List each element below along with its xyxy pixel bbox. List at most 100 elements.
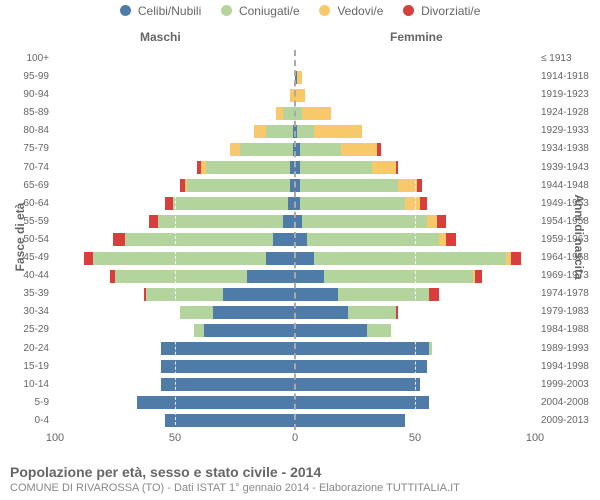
bar-segment-single <box>213 306 295 319</box>
age-row: 85-891924-1928 <box>55 104 535 122</box>
age-row: 0-42009-2013 <box>55 412 535 430</box>
bar-segment-single <box>295 215 302 228</box>
age-label: 55-59 <box>4 213 49 231</box>
bar-segment-single <box>295 360 427 373</box>
bar-segment-divorced <box>377 143 382 156</box>
male-bar <box>113 233 295 246</box>
bar-segment-married <box>206 161 290 174</box>
bar-segment-widowed <box>230 143 240 156</box>
age-row: 55-591954-1958 <box>55 213 535 231</box>
bar-segment-single <box>295 306 348 319</box>
bar-segment-single <box>161 342 295 355</box>
male-bar <box>194 324 295 337</box>
x-tick-label: 100 <box>526 432 544 444</box>
male-bar <box>144 288 295 301</box>
bar-segment-married <box>146 288 223 301</box>
bar-segment-single <box>295 233 307 246</box>
bar-segment-single <box>295 288 338 301</box>
age-row: 65-691944-1948 <box>55 177 535 195</box>
column-header-female: Femmine <box>390 30 443 44</box>
male-bar <box>161 378 295 391</box>
age-label: 50-54 <box>4 231 49 249</box>
bar-segment-married <box>194 324 204 337</box>
legend-label-widowed: Vedovi/e <box>337 4 383 18</box>
birth-year-label: 1919-1923 <box>541 86 600 104</box>
age-label: 40-44 <box>4 267 49 285</box>
birth-year-label: 1954-1958 <box>541 213 600 231</box>
age-row: 10-141999-2003 <box>55 376 535 394</box>
bar-segment-single <box>223 288 295 301</box>
female-bar <box>295 378 420 391</box>
bar-segment-divorced <box>84 252 94 265</box>
bar-segment-divorced <box>420 197 427 210</box>
bar-segment-divorced <box>446 233 456 246</box>
legend: Celibi/Nubili Coniugati/e Vedovi/e Divor… <box>0 4 600 18</box>
age-row: 15-191994-1998 <box>55 358 535 376</box>
bar-segment-widowed <box>372 161 396 174</box>
bar-segment-divorced <box>149 215 159 228</box>
age-label: 20-24 <box>4 340 49 358</box>
bar-segment-married <box>240 143 293 156</box>
x-axis: 10050050100 <box>55 432 535 448</box>
bar-segment-married <box>348 306 396 319</box>
bar-segment-married <box>93 252 266 265</box>
bar-segment-widowed <box>398 179 417 192</box>
population-pyramid-chart: Celibi/Nubili Coniugati/e Vedovi/e Divor… <box>0 0 600 500</box>
bar-segment-single <box>161 378 295 391</box>
bar-segment-married <box>297 125 314 138</box>
age-label: 5-9 <box>4 394 49 412</box>
bar-segment-divorced <box>396 161 398 174</box>
age-label: 90-94 <box>4 86 49 104</box>
age-row: 35-391974-1978 <box>55 285 535 303</box>
bar-segment-married <box>324 270 473 283</box>
birth-year-label: 1964-1968 <box>541 249 600 267</box>
age-label: 65-69 <box>4 177 49 195</box>
bar-segment-widowed <box>405 197 419 210</box>
age-row: 60-641949-1953 <box>55 195 535 213</box>
bar-segment-married <box>338 288 429 301</box>
bar-segment-single <box>137 396 295 409</box>
bar-segment-widowed <box>314 125 362 138</box>
female-bar <box>295 360 427 373</box>
bar-segment-married <box>173 197 288 210</box>
bar-segment-married <box>300 143 341 156</box>
female-bar <box>295 89 305 102</box>
bar-segment-widowed <box>341 143 377 156</box>
legend-label-divorced: Divorziati/e <box>421 4 480 18</box>
male-bar <box>254 125 295 138</box>
birth-year-label: 1969-1973 <box>541 267 600 285</box>
age-label: 30-34 <box>4 303 49 321</box>
bar-segment-divorced <box>475 270 482 283</box>
age-label: 45-49 <box>4 249 49 267</box>
age-label: 70-74 <box>4 159 49 177</box>
birth-year-label: 1984-1988 <box>541 321 600 339</box>
birth-year-label: 1949-1953 <box>541 195 600 213</box>
age-row: 20-241989-1993 <box>55 340 535 358</box>
female-bar <box>295 161 398 174</box>
female-bar <box>295 270 482 283</box>
legend-swatch-widowed <box>319 5 330 16</box>
age-row: 30-341979-1983 <box>55 303 535 321</box>
female-bar <box>295 197 427 210</box>
male-bar <box>276 107 295 120</box>
birth-year-label: 1924-1928 <box>541 104 600 122</box>
birth-year-label: 1994-1998 <box>541 358 600 376</box>
legend-swatch-divorced <box>403 5 414 16</box>
chart-footer: Popolazione per età, sesso e stato civil… <box>10 464 590 494</box>
female-bar <box>295 342 432 355</box>
male-bar <box>110 270 295 283</box>
bar-segment-divorced <box>437 215 447 228</box>
bar-segment-single <box>295 324 367 337</box>
birth-year-label: 1959-1963 <box>541 231 600 249</box>
x-tick-label: 50 <box>169 432 181 444</box>
x-tick-label: 50 <box>409 432 421 444</box>
column-header-male: Maschi <box>140 30 181 44</box>
legend-swatch-married <box>221 5 232 16</box>
bar-segment-widowed <box>276 107 283 120</box>
bar-segment-married <box>307 233 439 246</box>
bar-segment-divorced <box>396 306 398 319</box>
bar-segment-married <box>429 342 431 355</box>
age-row: 75-791934-1938 <box>55 140 535 158</box>
bar-segment-single <box>161 360 295 373</box>
male-bar <box>230 143 295 156</box>
